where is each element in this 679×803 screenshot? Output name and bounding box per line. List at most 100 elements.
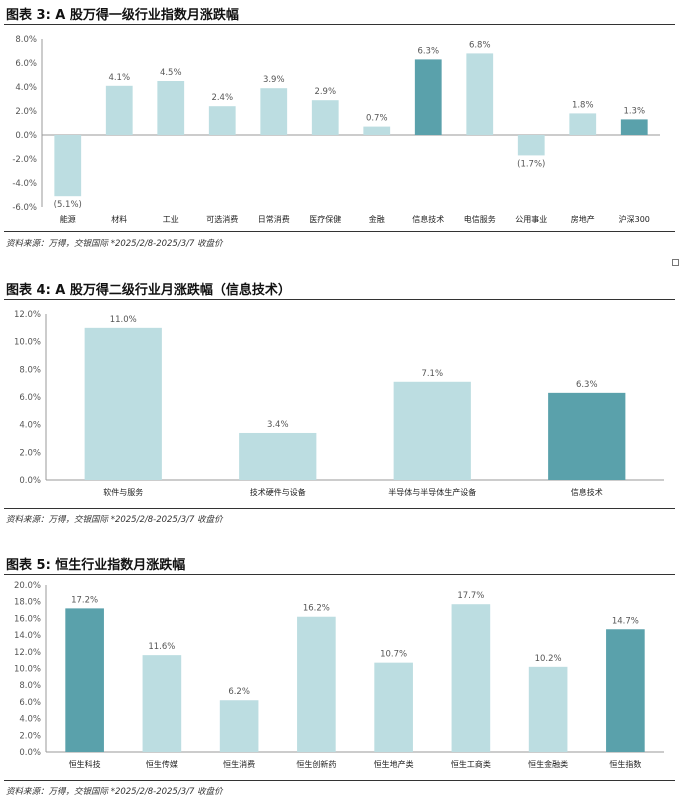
chart5-ytick-label: 18.0%	[14, 598, 41, 608]
chart4-bottom-rule	[4, 508, 675, 509]
chart3-value-label: 4.5%	[160, 68, 182, 78]
chart3-ytick-label: 4.0%	[15, 83, 37, 93]
chart5-title: 图表 5: 恒生行业指数月涨跌幅	[6, 558, 186, 573]
chart5-hang-seng-bar-chart: 20.0% 18.0% 16.0% 14.0% 12.0% 10.0% 8.0% 6.0% 4.…	[14, 581, 664, 769]
chart4-value-label: 7.1%	[421, 369, 443, 379]
chart4-ytick-label: 10.0%	[14, 338, 41, 348]
chart4-bar	[548, 392, 626, 480]
chart3-bar	[517, 135, 545, 156]
chart3-category-label: 公用事业	[515, 214, 547, 224]
chart3-industry-bar-chart: 8.0% 6.0% 4.0% 2.0% 0.0% -2.0% -4.0% -6.0% (5.1%…	[12, 35, 660, 224]
chart4-ytick-label: 8.0%	[19, 365, 41, 375]
chart5-category-label: 恒生金融类	[528, 759, 568, 769]
chart5-ytick-label: 0.0%	[19, 748, 41, 758]
chart3-value-label: (1.7%)	[517, 159, 545, 169]
chart5-ytick-label: 20.0%	[14, 581, 41, 591]
chart5-category-label: 恒生工商类	[451, 759, 491, 769]
chart4-ytick-label: 4.0%	[19, 421, 41, 431]
chart4-category-label: 半导体与半导体生产设备	[388, 487, 476, 497]
chart4-source-note: 资料来源：万得，交银国际 *2025/2/8-2025/3/7 收盘价	[6, 515, 223, 525]
chart3-ytick-label: -4.0%	[12, 179, 37, 189]
chart4-title-rule	[4, 299, 675, 300]
chart3-ytick-label: -6.0%	[12, 203, 37, 213]
chart5-category-label: 恒生科技	[69, 759, 101, 769]
chart5-value-label: 17.7%	[457, 591, 484, 601]
chart3-title-rule	[4, 24, 675, 25]
chart3-ytick-label: 6.0%	[15, 59, 37, 69]
chart5-value-label: 14.7%	[612, 616, 639, 626]
chart3-category-label: 可选消费	[206, 214, 238, 224]
chart5-bar	[451, 604, 491, 752]
chart5-category-label: 恒生指数	[609, 759, 641, 769]
chart5-value-label: 17.2%	[71, 595, 98, 605]
chart3-value-label: 2.9%	[314, 87, 336, 97]
chart5-ytick-label: 2.0%	[19, 731, 41, 741]
chart5-bottom-rule	[4, 780, 675, 781]
chart5-category-label: 恒生消费	[223, 759, 255, 769]
chart5-ytick-label: 10.0%	[14, 665, 41, 675]
chart3-category-label: 材料	[111, 214, 127, 224]
chart3-category-label: 房地产	[571, 214, 595, 224]
chart3-category-label: 金融	[369, 214, 385, 224]
chart3-category-label: 能源	[60, 214, 76, 224]
chart3-ytick-label: -2.0%	[12, 155, 37, 165]
chart5-ytick-label: 4.0%	[19, 715, 41, 725]
chart5-value-label: 10.7%	[380, 650, 407, 660]
chart5-ytick-label: 8.0%	[19, 681, 41, 691]
chart4-category-label: 信息技术	[571, 487, 603, 497]
chart4-title: 图表 4: A 股万得二级行业月涨跌幅（信息技术）	[6, 283, 291, 298]
chart5-bar	[297, 616, 336, 752]
chart3-category-label: 工业	[163, 214, 179, 224]
chart5-category-label: 恒生地产类	[374, 759, 414, 769]
chart5-bar	[65, 608, 104, 752]
chart3-category-label: 沪深300	[619, 214, 650, 224]
chart5-bar	[528, 666, 568, 752]
chart5-category-label: 恒生传媒	[146, 759, 178, 769]
chart5-title-rule	[4, 574, 675, 575]
chart5-ytick-label: 6.0%	[19, 698, 41, 708]
chart3-bar	[157, 81, 185, 135]
chart3-bar	[466, 53, 494, 135]
chart5-value-label: 16.2%	[303, 604, 330, 614]
chart3-ytick-label: 2.0%	[15, 107, 37, 117]
chart5-ytick-label: 14.0%	[14, 631, 41, 641]
chart3-ytick-label: 8.0%	[15, 35, 37, 45]
chart4-category-label: 技术硬件与设备	[250, 487, 306, 497]
chart3-value-label: 2.4%	[211, 93, 233, 103]
chart3-bar	[260, 88, 288, 135]
chart3-value-label: 0.7%	[366, 114, 388, 124]
chart3-bar	[569, 113, 597, 135]
chart3-value-label: 6.8%	[469, 40, 491, 50]
chart3-value-label: 4.1%	[108, 73, 130, 83]
chart5-source-note: 资料来源：万得，交银国际 *2025/2/8-2025/3/7 收盘价	[6, 787, 223, 797]
chart5-value-label: 11.6%	[148, 642, 175, 652]
chart5-bar	[219, 700, 259, 752]
chart4-value-label: 6.3%	[576, 380, 598, 390]
chart4-ytick-label: 6.0%	[19, 393, 41, 403]
chart3-bar	[208, 106, 236, 135]
chart3-bar	[311, 100, 339, 135]
chart3-bar	[620, 119, 648, 135]
chart3-value-label: 3.9%	[263, 75, 285, 85]
chart3-bar	[105, 85, 133, 135]
chart3-bottom-rule	[4, 231, 675, 232]
chart5-value-label: 10.2%	[535, 654, 562, 664]
chart4-bar	[393, 381, 471, 480]
chart5-bar	[374, 662, 413, 752]
chart5-category-label: 恒生创新药	[296, 759, 336, 769]
chart3-category-label: 电信服务	[464, 214, 496, 224]
chart4-bar	[84, 327, 162, 480]
corner-marker	[672, 259, 679, 266]
chart4-ytick-label: 2.0%	[19, 448, 41, 458]
chart4-bar	[239, 432, 317, 480]
chart4-value-label: 11.0%	[110, 315, 137, 325]
chart5-value-label: 6.2%	[228, 687, 250, 697]
chart3-title: 图表 3: A 股万得一级行业指数月涨跌幅	[6, 8, 239, 23]
chart4-ytick-label: 12.0%	[14, 310, 41, 320]
chart4-category-label: 软件与服务	[103, 487, 143, 497]
chart3-value-label: 6.3%	[417, 46, 439, 56]
chart5-bar	[142, 655, 182, 752]
chart5-ytick-label: 12.0%	[14, 648, 41, 658]
chart5-bar	[606, 629, 645, 752]
chart4-ytick-label: 0.0%	[19, 476, 41, 486]
